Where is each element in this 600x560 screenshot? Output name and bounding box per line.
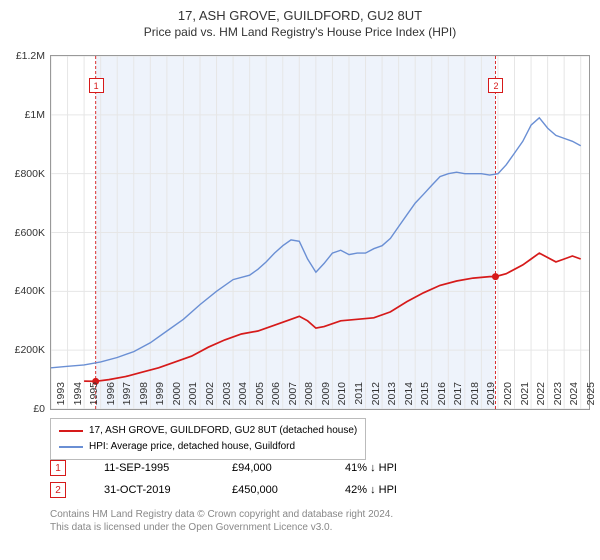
- transaction-marker-1: 1: [89, 78, 104, 93]
- transaction-number-box: 2: [50, 482, 66, 498]
- x-axis-label: 2018: [469, 382, 481, 412]
- x-axis-label: 2004: [237, 382, 249, 412]
- footer-line2: This data is licensed under the Open Gov…: [50, 521, 393, 534]
- legend-item: 17, ASH GROVE, GUILDFORD, GU2 8UT (detac…: [59, 423, 357, 439]
- x-axis-label: 1993: [55, 382, 67, 412]
- transaction-date: 11-SEP-1995: [104, 462, 194, 474]
- x-axis-label: 2000: [171, 382, 183, 412]
- x-axis-label: 1998: [138, 382, 150, 412]
- x-axis-label: 2013: [386, 382, 398, 412]
- x-axis-label: 2019: [485, 382, 497, 412]
- transaction-number-box: 1: [50, 460, 66, 476]
- x-axis-label: 2014: [403, 382, 415, 412]
- y-axis-label: £800K: [0, 168, 45, 180]
- x-axis-label: 2006: [270, 382, 282, 412]
- x-axis-label: 2015: [419, 382, 431, 412]
- legend-swatch: [59, 430, 83, 432]
- x-axis-label: 2010: [336, 382, 348, 412]
- chart-plot-area: £0£200K£400K£600K£800K£1M£1.2M1993199419…: [50, 55, 590, 410]
- transactions-table: 1 11-SEP-1995 £94,000 41% ↓ HPI 2 31-OCT-2019…: [50, 460, 397, 504]
- x-axis-label: 2001: [187, 382, 199, 412]
- legend: 17, ASH GROVE, GUILDFORD, GU2 8UT (detac…: [50, 418, 366, 460]
- chart-subtitle: Price paid vs. HM Land Registry's House …: [0, 25, 600, 39]
- y-axis-label: £400K: [0, 285, 45, 297]
- x-axis-label: 2009: [320, 382, 332, 412]
- x-axis-label: 2017: [452, 382, 464, 412]
- transaction-pct: 42% ↓ HPI: [345, 484, 397, 496]
- x-axis-label: 1995: [88, 382, 100, 412]
- y-axis-label: £0: [0, 403, 45, 415]
- transaction-row: 1 11-SEP-1995 £94,000 41% ↓ HPI: [50, 460, 397, 476]
- legend-swatch: [59, 446, 83, 448]
- x-axis-label: 1999: [154, 382, 166, 412]
- x-axis-label: 2003: [221, 382, 233, 412]
- x-axis-label: 2012: [370, 382, 382, 412]
- x-axis-label: 2005: [254, 382, 266, 412]
- x-axis-label: 1997: [121, 382, 133, 412]
- transaction-date: 31-OCT-2019: [104, 484, 194, 496]
- x-axis-label: 2025: [585, 382, 597, 412]
- x-axis-label: 1996: [105, 382, 117, 412]
- transaction-price: £450,000: [232, 484, 307, 496]
- x-axis-label: 2021: [519, 382, 531, 412]
- y-axis-label: £600K: [0, 227, 45, 239]
- x-axis-label: 2023: [552, 382, 564, 412]
- x-axis-label: 2007: [287, 382, 299, 412]
- transaction-price: £94,000: [232, 462, 307, 474]
- x-axis-label: 2016: [436, 382, 448, 412]
- footer-attribution: Contains HM Land Registry data © Crown c…: [50, 508, 393, 534]
- chart-title-address: 17, ASH GROVE, GUILDFORD, GU2 8UT: [0, 8, 600, 23]
- x-axis-label: 2008: [303, 382, 315, 412]
- legend-label: HPI: Average price, detached house, Guil…: [89, 439, 295, 455]
- transaction-row: 2 31-OCT-2019 £450,000 42% ↓ HPI: [50, 482, 397, 498]
- x-axis-label: 1994: [72, 382, 84, 412]
- legend-item: HPI: Average price, detached house, Guil…: [59, 439, 357, 455]
- x-axis-label: 2002: [204, 382, 216, 412]
- legend-label: 17, ASH GROVE, GUILDFORD, GU2 8UT (detac…: [89, 423, 357, 439]
- y-axis-label: £200K: [0, 344, 45, 356]
- y-axis-label: £1.2M: [0, 50, 45, 62]
- chart-svg: [51, 56, 589, 409]
- x-axis-label: 2022: [535, 382, 547, 412]
- transaction-pct: 41% ↓ HPI: [345, 462, 397, 474]
- footer-line1: Contains HM Land Registry data © Crown c…: [50, 508, 393, 521]
- y-axis-label: £1M: [0, 109, 45, 121]
- x-axis-label: 2024: [568, 382, 580, 412]
- transaction-marker-2: 2: [488, 78, 503, 93]
- x-axis-label: 2011: [353, 382, 365, 412]
- x-axis-label: 2020: [502, 382, 514, 412]
